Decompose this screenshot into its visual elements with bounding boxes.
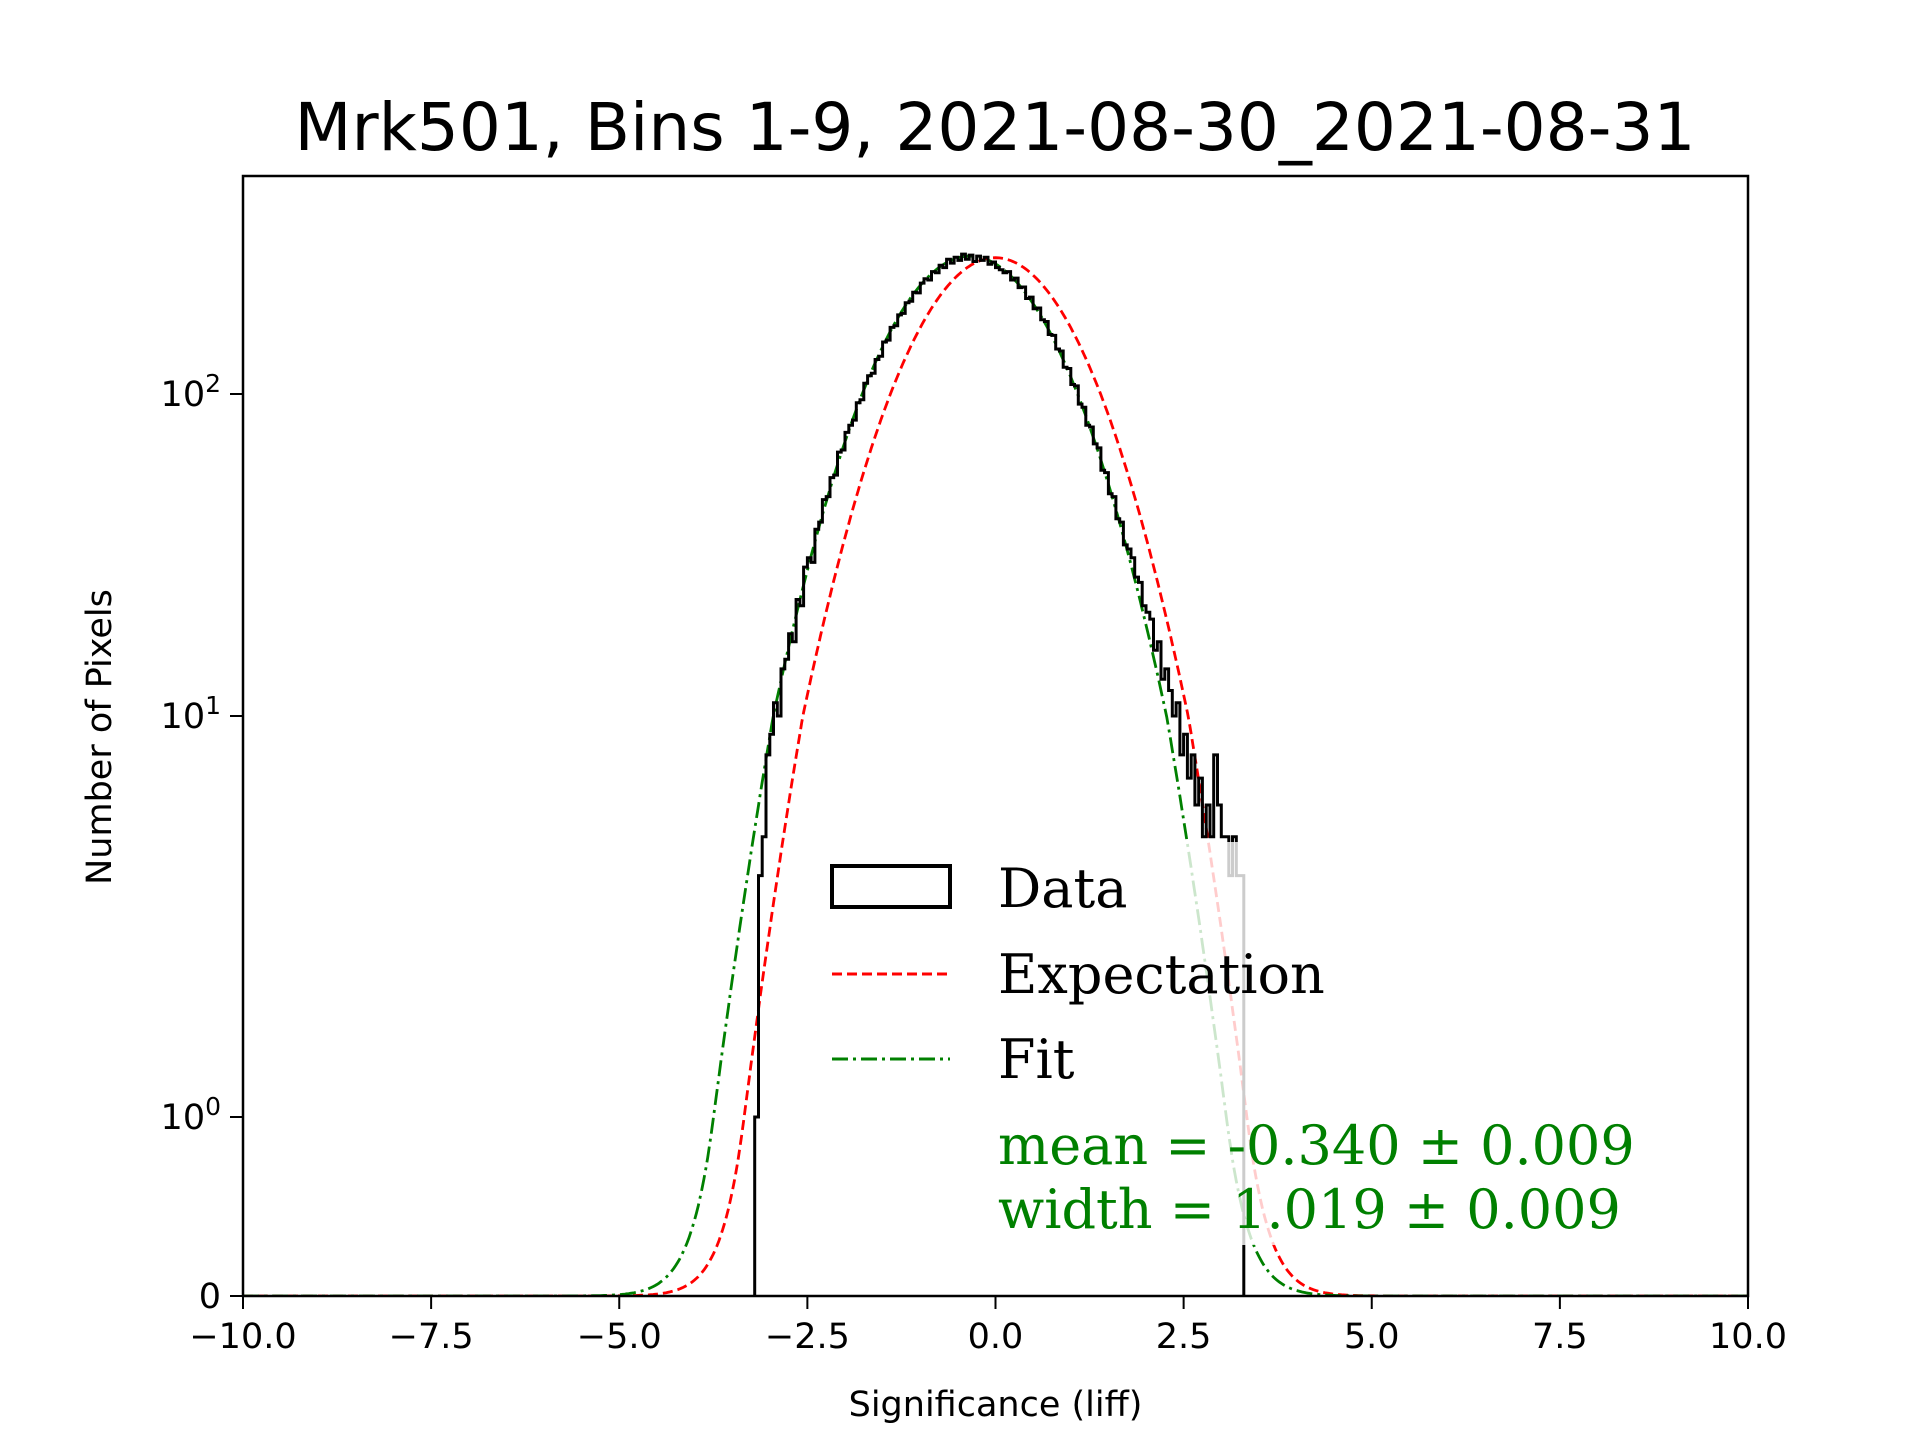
chart-title: Mrk501, Bins 1-9, 2021-08-30_2021-08-31	[295, 89, 1696, 166]
fit-width-annotation: width = 1.019 ± 0.009	[998, 1178, 1621, 1241]
y-tick-base: 10	[161, 697, 206, 737]
legend-label-expectation: Expectation	[998, 943, 1325, 1006]
y-tick-label: 0	[199, 1277, 221, 1317]
y-tick-exponent: 1	[205, 691, 221, 720]
y-tick-exponent: 0	[205, 1092, 221, 1121]
plot-area	[243, 252, 1748, 1296]
x-tick-label: −5.0	[577, 1317, 662, 1357]
x-tick-label: −7.5	[389, 1317, 474, 1357]
y-tick-label: 101	[161, 691, 221, 737]
y-tick-base: 10	[161, 1098, 206, 1138]
axes: −10.0 −7.5 −5.0 −2.5 0.0 2.5 5.0 7.5 10.00100101…	[80, 174, 1787, 1425]
legend-data-handle	[830, 864, 952, 909]
x-tick-label: 2.5	[1156, 1317, 1212, 1357]
legend: Data Expectation Fit mean = -0.340 ± 0.0…	[811, 842, 1703, 1245]
legend-label-data: Data	[998, 857, 1127, 920]
x-tick-label: −2.5	[765, 1317, 850, 1357]
x-tick-label: 0.0	[968, 1317, 1024, 1357]
y-tick-base: 0	[199, 1277, 221, 1317]
expectation-curve	[243, 256, 1748, 1296]
legend-label-fit: Fit	[998, 1028, 1075, 1091]
x-tick-label: −10.0	[189, 1317, 296, 1357]
data-histogram	[753, 252, 1246, 1296]
fit-mean-annotation: mean = -0.340 ± 0.009	[998, 1114, 1635, 1177]
y-tick-base: 10	[161, 375, 206, 415]
x-axis-label: Significance (liff)	[849, 1385, 1143, 1425]
y-axis-label: Number of Pixels	[80, 589, 120, 885]
x-tick-label: 10.0	[1709, 1317, 1787, 1357]
x-tick-label: 7.5	[1532, 1317, 1588, 1357]
y-tick-label: 102	[161, 369, 221, 415]
x-tick-label: 5.0	[1344, 1317, 1400, 1357]
legend-background	[811, 842, 1703, 1245]
y-tick-label: 100	[161, 1092, 221, 1138]
y-tick-exponent: 2	[205, 369, 221, 398]
